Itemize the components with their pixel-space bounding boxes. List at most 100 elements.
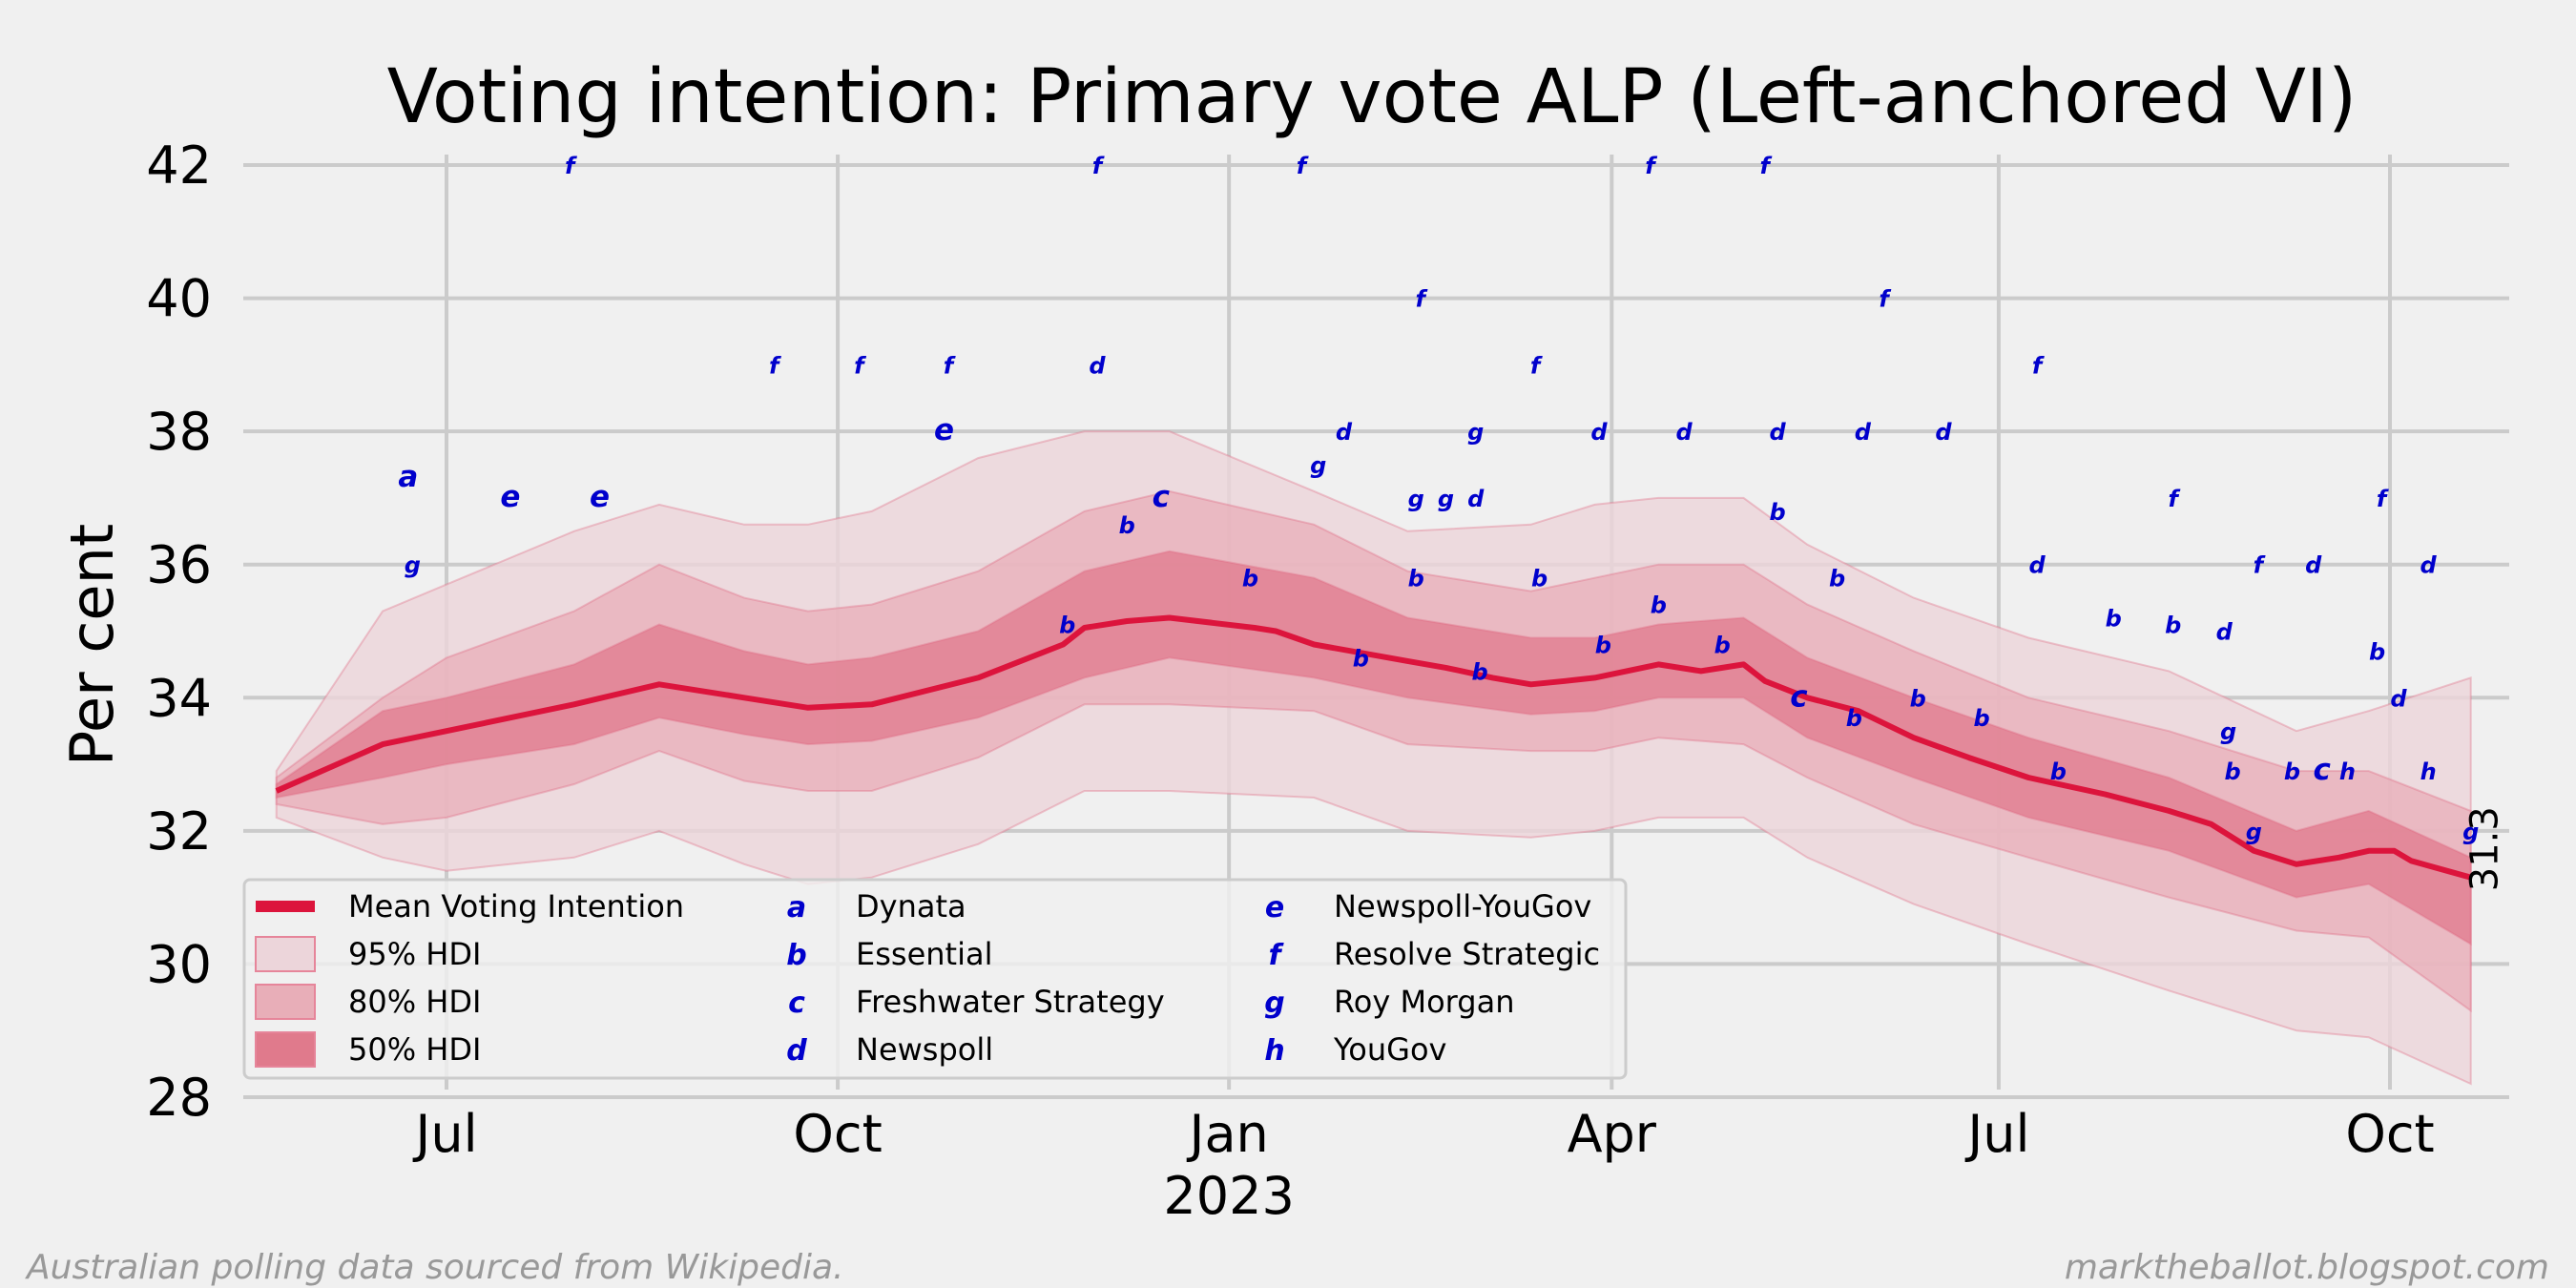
poll-marker-b: b — [2284, 758, 2300, 785]
y-tick-label: 38 — [146, 402, 212, 462]
poll-marker-d: d — [2420, 552, 2438, 579]
poll-marker-g: g — [2246, 819, 2262, 845]
poll-marker-f: f — [1416, 286, 1428, 313]
poll-marker-f: f — [2168, 486, 2180, 512]
y-tick-label: 32 — [146, 801, 212, 862]
legend-label: 95% HDI — [348, 936, 481, 972]
legend-symbol-b: b — [786, 939, 806, 972]
legend-label: Freshwater Strategy — [856, 984, 1165, 1020]
poll-marker-b: b — [1472, 658, 1488, 685]
poll-marker-g: g — [1408, 486, 1424, 512]
legend: Mean Voting Intention 95% HDI 80% HDI 50% H… — [242, 878, 1628, 1080]
poll-marker-f: f — [2377, 486, 2389, 512]
x-tick-label: Jan — [1187, 1104, 1269, 1164]
poll-marker-b: b — [1408, 566, 1424, 592]
footer-site: marktheballot.blogspot.com — [2065, 1248, 2549, 1287]
hdi-band-95 — [275, 430, 2472, 1086]
legend-label: Roy Morgan — [1334, 984, 1514, 1020]
poll-marker-f: f — [1879, 286, 1891, 313]
legend-label: Mean Voting Intention — [348, 888, 684, 924]
poll-marker-d: d — [1089, 352, 1106, 379]
poll-marker-b: b — [1595, 632, 1611, 658]
poll-marker-f: f — [1297, 153, 1309, 179]
poll-marker-d: d — [1590, 419, 1608, 446]
footer-source: Australian polling data sourced from Wik… — [25, 1248, 843, 1287]
poll-marker-d: d — [1770, 419, 1787, 446]
poll-marker-f: f — [1760, 153, 1773, 179]
poll-marker-h: h — [2420, 758, 2437, 785]
poll-marker-d: d — [2305, 552, 2322, 579]
legend-symbol-d: d — [786, 1034, 807, 1068]
poll-marker-b: b — [2369, 638, 2385, 665]
hdi-band-50 — [275, 550, 2472, 946]
legend-symbol-h: h — [1264, 1034, 1284, 1068]
legend-label: Newspoll-YouGov — [1334, 888, 1591, 924]
poll-marker-b: b — [2224, 758, 2240, 785]
legend-symbol-e: e — [1265, 891, 1284, 924]
legend-label: 80% HDI — [348, 984, 481, 1020]
poll-marker-b: b — [1353, 645, 1369, 672]
poll-marker-e: e — [934, 413, 954, 447]
poll-marker-f: f — [1530, 352, 1543, 379]
end-value-label: 31.3 — [2463, 806, 2507, 891]
poll-marker-e: e — [590, 480, 610, 514]
x-tick-label: Apr — [1568, 1104, 1657, 1164]
poll-marker-b: b — [1059, 613, 1075, 639]
y-tick-label: 30 — [146, 934, 212, 994]
poll-marker-g: g — [1438, 486, 1454, 512]
poll-marker-d: d — [2028, 552, 2046, 579]
x-tick-sublabel: 2023 — [1163, 1166, 1294, 1226]
x-tick-label: Jul — [412, 1104, 477, 1164]
legend-symbol-c: c — [788, 987, 805, 1020]
legend-label: 50% HDI — [348, 1031, 481, 1068]
poll-marker-b: b — [1974, 705, 1990, 732]
poll-marker-d: d — [2390, 685, 2407, 712]
poll-marker-f: f — [769, 352, 781, 379]
poll-marker-b: b — [1910, 685, 1926, 712]
poll-marker-b: b — [2050, 758, 2067, 785]
poll-marker-g: g — [2220, 718, 2236, 745]
legend-label: Resolve Strategic — [1334, 936, 1600, 972]
y-tick-label: 42 — [146, 135, 212, 196]
poll-marker-g: g — [405, 552, 421, 579]
poll-marker-d: d — [1467, 486, 1485, 512]
poll-marker-g: g — [1310, 452, 1326, 479]
legend-symbol-a: a — [787, 891, 806, 924]
legend-line-swatch — [256, 901, 315, 912]
poll-marker-f: f — [565, 153, 577, 179]
poll-marker-d: d — [2216, 619, 2233, 646]
x-tick-label: Jul — [1964, 1104, 2029, 1164]
poll-marker-a: a — [398, 460, 418, 494]
poll-marker-f: f — [2254, 552, 2266, 579]
poll-marker-f: f — [944, 352, 956, 379]
poll-marker-b: b — [1846, 705, 1862, 732]
poll-marker-b: b — [2165, 613, 2181, 639]
hdi-band-80 — [275, 489, 2472, 1013]
legend-symbol-g: g — [1264, 987, 1284, 1020]
poll-marker-h: h — [2339, 758, 2356, 785]
hdi-bands — [275, 430, 2472, 1086]
poll-marker-g: g — [1467, 419, 1484, 446]
mean-line-layer — [275, 614, 2472, 881]
poll-marker-b: b — [1119, 512, 1135, 539]
poll-marker-d: d — [1935, 419, 1952, 446]
poll-marker-b: b — [1531, 566, 1548, 592]
poll-marker-b: b — [1770, 499, 1786, 526]
legend-label: YouGov — [1333, 1031, 1446, 1068]
legend-label: Dynata — [856, 888, 966, 924]
y-tick-label: 36 — [146, 535, 212, 595]
legend-label: Newspoll — [856, 1031, 993, 1068]
poll-marker-b: b — [1651, 592, 1667, 619]
x-tick-label: Oct — [2345, 1104, 2434, 1164]
poll-marker-f: f — [1645, 153, 1657, 179]
x-tick-label: Oct — [793, 1104, 882, 1164]
y-tick-label: 34 — [146, 668, 212, 728]
poll-marker-b: b — [2106, 606, 2122, 633]
poll-marker-c: c — [2313, 753, 2331, 787]
poll-marker-b: b — [1242, 566, 1258, 592]
poll-marker-e: e — [500, 480, 520, 514]
legend-band-swatch — [255, 1031, 316, 1068]
